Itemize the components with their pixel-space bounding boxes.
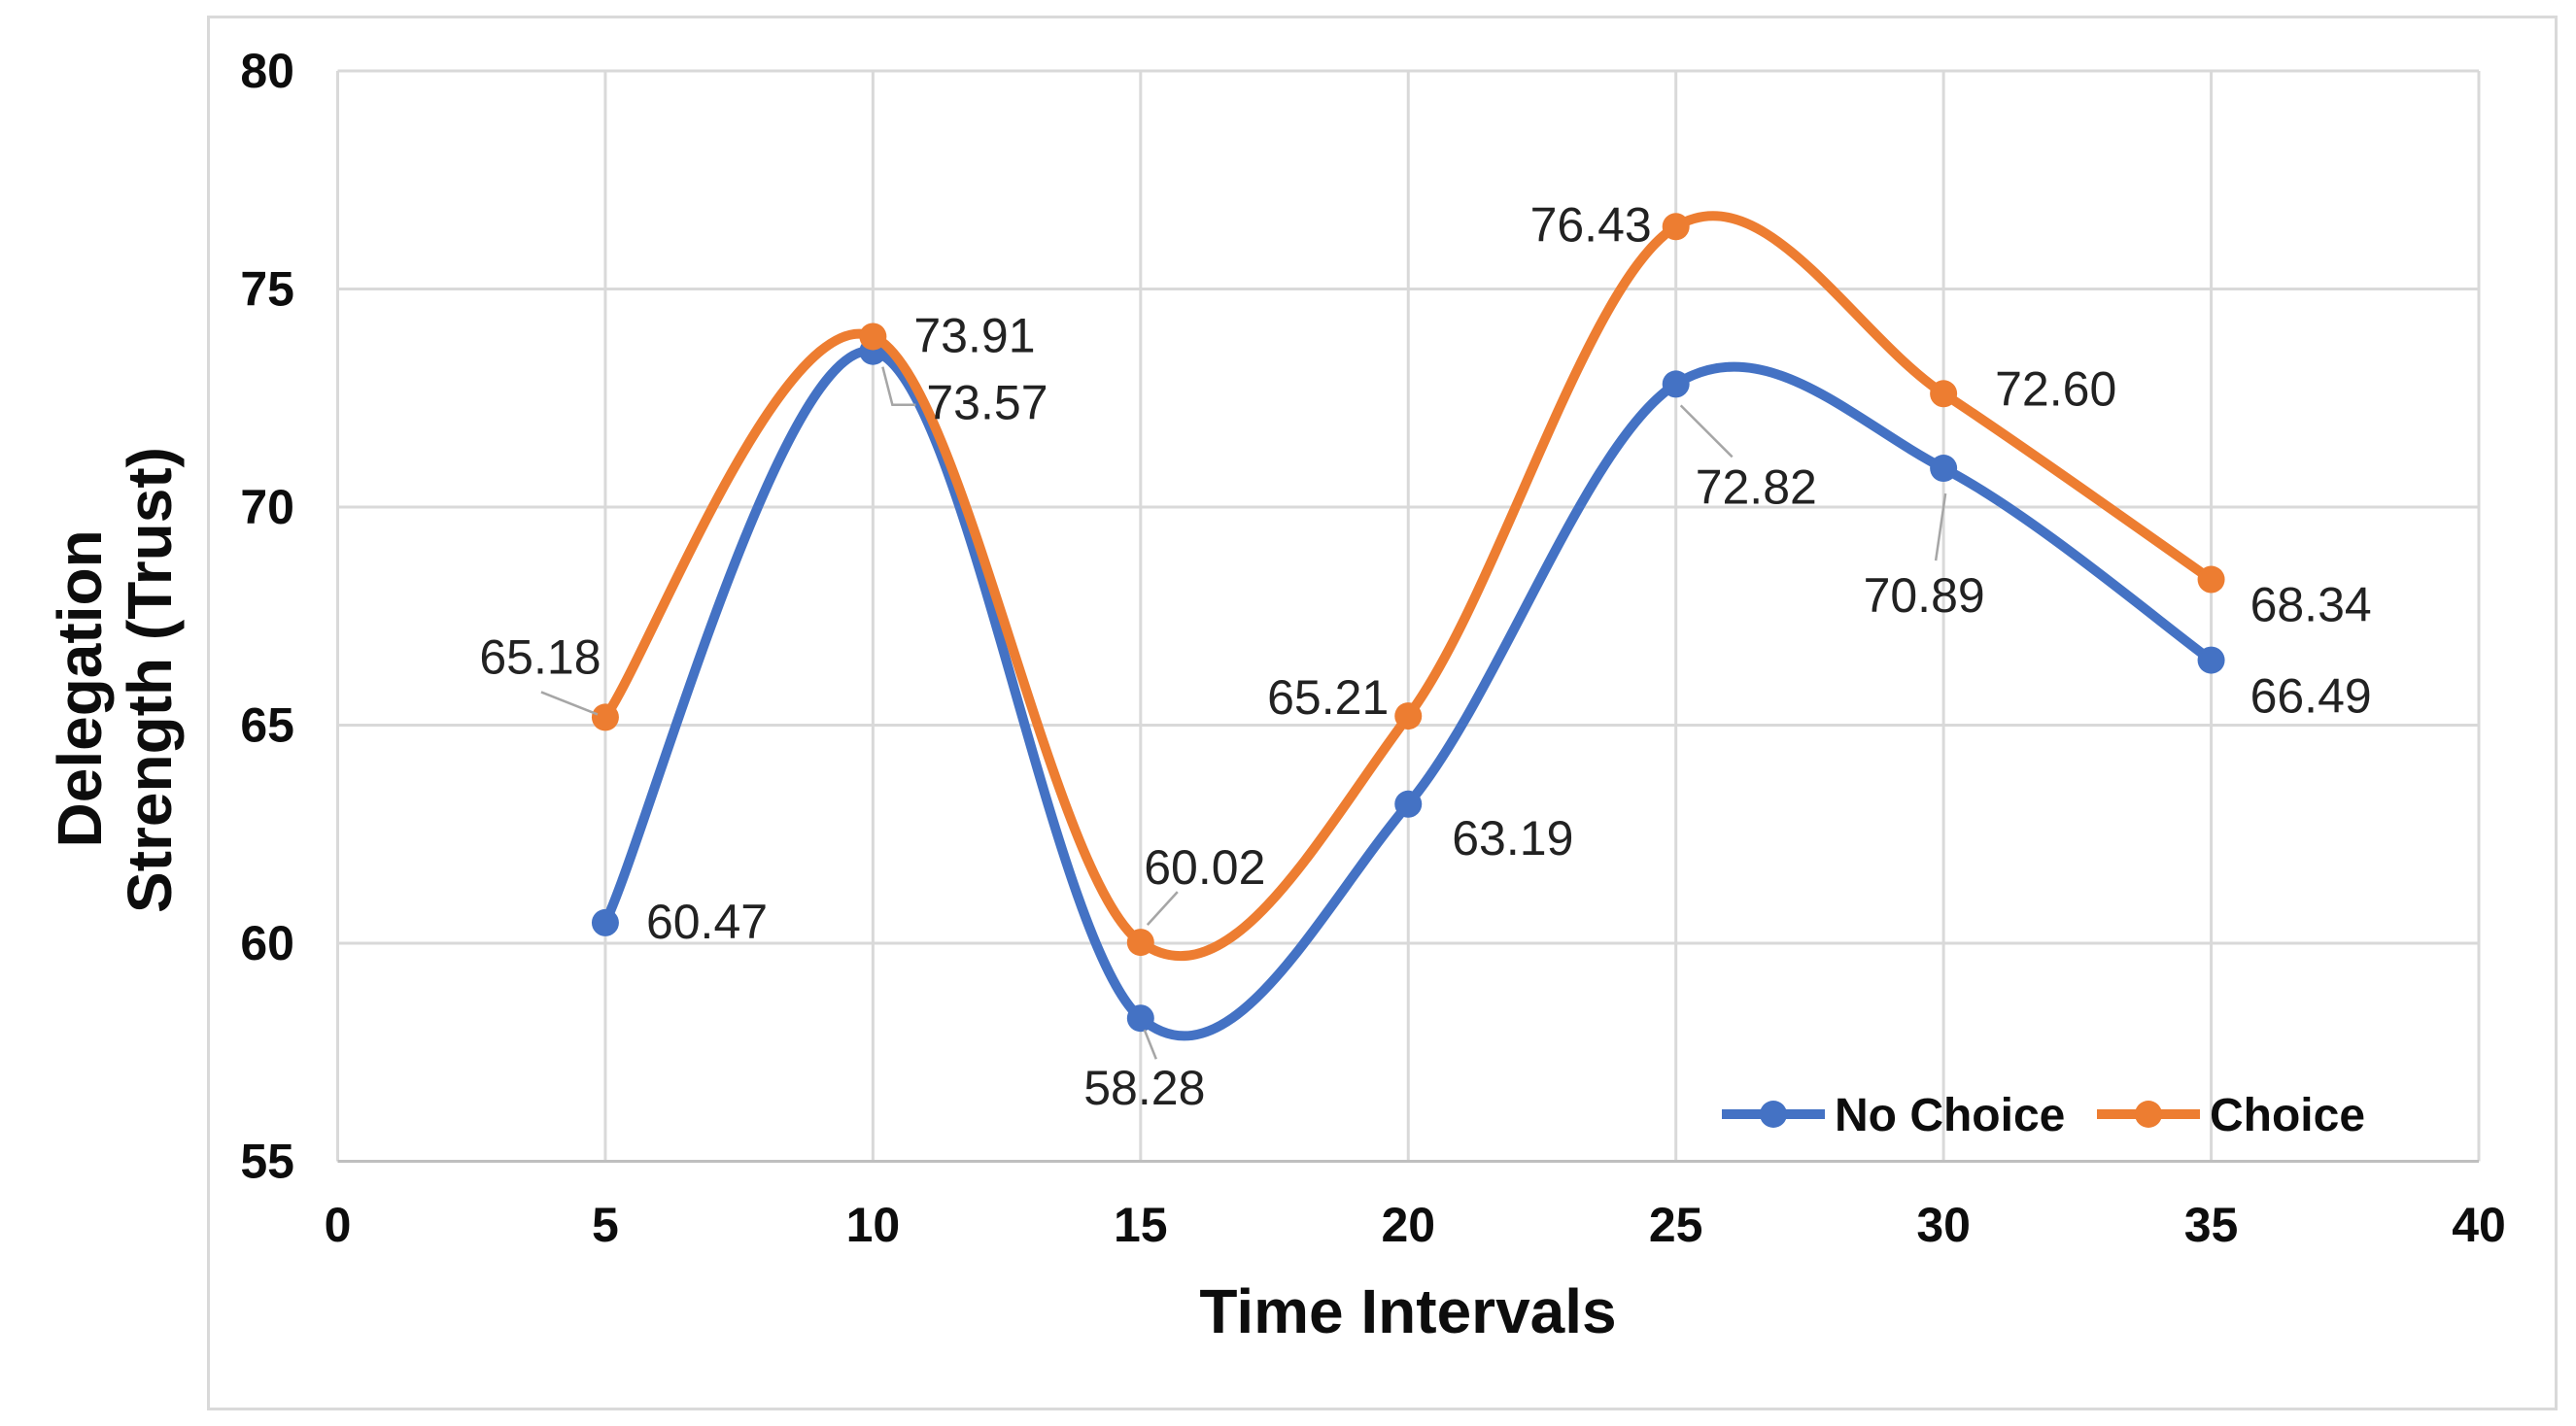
y-axis-title-line1: Delegation — [45, 529, 115, 847]
data-label-no-choice-x15: 58.28 — [1083, 1061, 1205, 1115]
y-tick-55: 55 — [240, 1135, 294, 1189]
x-tick-10: 10 — [846, 1198, 901, 1252]
x-tick-20: 20 — [1381, 1198, 1435, 1252]
x-tick-15: 15 — [1114, 1198, 1168, 1252]
data-point-no-choice-x35 — [2197, 646, 2225, 674]
data-point-no-choice-x30 — [1930, 455, 1958, 483]
y-tick-80: 80 — [240, 44, 294, 98]
y-axis-title-line2: Strength (Trust) — [115, 447, 185, 913]
data-label-choice-x5: 65.18 — [479, 629, 601, 684]
leader-line-choice-x5 — [540, 691, 599, 716]
leader-lines — [540, 366, 1947, 1060]
leader-line-no-choice-x25 — [1679, 404, 1734, 458]
data-point-choice-x10 — [859, 323, 887, 351]
gridlines — [336, 69, 2481, 1163]
data-label-no-choice-x20: 63.19 — [1452, 811, 1573, 866]
data-point-choice-x30 — [1930, 380, 1958, 408]
data-point-no-choice-x25 — [1662, 370, 1690, 398]
data-label-no-choice-x10: 73.57 — [926, 376, 1048, 430]
svg-text:Delegation Strength (Tru: Delegation Strength (Trust) — [45, 447, 185, 913]
x-tick-25: 25 — [1649, 1198, 1703, 1252]
legend-marker-choice — [2135, 1101, 2162, 1128]
data-point-choice-x35 — [2197, 565, 2225, 594]
y-tick-70: 70 — [240, 480, 294, 534]
series-layer — [591, 211, 2225, 1041]
data-point-choice-x15 — [1126, 929, 1154, 957]
data-label-choice-x15: 60.02 — [1144, 840, 1265, 895]
data-label-choice-x25: 76.43 — [1530, 197, 1652, 252]
legend-label-no-choice: No Choice — [1835, 1090, 2065, 1141]
legend-label-choice: Choice — [2210, 1090, 2365, 1141]
data-label-no-choice-x35: 66.49 — [2250, 669, 2372, 724]
x-tick-40: 40 — [2452, 1198, 2506, 1252]
legend-item-no-choice: No Choice — [1722, 1090, 2065, 1141]
data-labels: 60.47 73.57 58.28 63.19 72.82 70.89 66.49 65.18… — [479, 197, 2371, 1115]
data-point-choice-x20 — [1394, 702, 1423, 730]
series-line-no-choice — [600, 346, 2216, 1041]
leader-line-no-choice-x15 — [1143, 1029, 1157, 1060]
legend-marker-no-choice — [1760, 1101, 1787, 1128]
y-tick-75: 75 — [240, 262, 294, 317]
data-label-no-choice-x25: 72.82 — [1696, 459, 1817, 514]
x-axis-title: Time Intervals — [1199, 1276, 1616, 1346]
x-tick-35: 35 — [2184, 1198, 2239, 1252]
y-tick-65: 65 — [240, 698, 294, 753]
data-point-choice-x25 — [1662, 213, 1690, 241]
y-tick-60: 60 — [240, 916, 294, 970]
data-label-no-choice-x5: 60.47 — [646, 895, 768, 949]
legend-item-choice: Choice — [2097, 1090, 2365, 1141]
data-point-choice-x5 — [591, 703, 619, 731]
x-tick-5: 5 — [592, 1198, 619, 1252]
data-label-choice-x30: 72.60 — [1995, 361, 2116, 416]
data-label-choice-x20: 65.21 — [1267, 670, 1389, 725]
data-label-choice-x35: 68.34 — [2250, 578, 2372, 632]
data-point-no-choice-x5 — [591, 908, 619, 936]
data-point-no-choice-x20 — [1394, 790, 1423, 818]
x-tick-30: 30 — [1916, 1198, 1971, 1252]
leader-line-no-choice-x30 — [1934, 492, 1947, 561]
x-tick-0: 0 — [325, 1198, 352, 1252]
data-point-no-choice-x15 — [1126, 1004, 1154, 1033]
legend: No Choice Choice — [1722, 1090, 2365, 1141]
leader-line-choice-x15 — [1146, 891, 1179, 926]
y-axis-title: Delegation Strength (Trust) — [45, 447, 185, 913]
data-label-choice-x10: 73.91 — [913, 308, 1035, 362]
leader-line-no-choice-x10 — [881, 366, 916, 406]
axis-tick-labels: 55 60 65 70 75 80 0 5 10 15 20 25 30 35 40 — [240, 44, 2505, 1252]
data-label-no-choice-x30: 70.89 — [1864, 568, 1985, 623]
